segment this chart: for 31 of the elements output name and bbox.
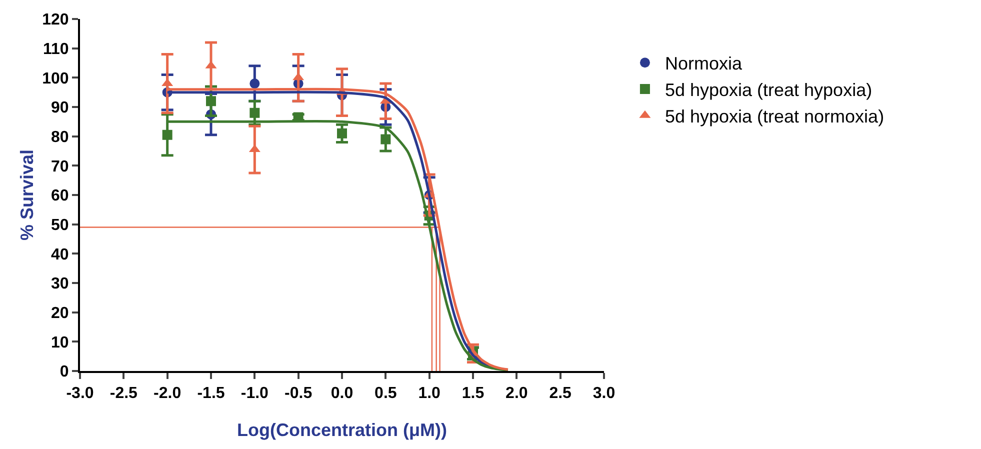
y-tick-label: 0 — [60, 364, 69, 381]
x-tick-label: 0.0 — [330, 385, 354, 402]
x-tick-label: -1.0 — [240, 385, 269, 402]
y-tick-label: 110 — [42, 40, 69, 58]
legend-label: 5d hypoxia (treat normoxia) — [664, 106, 884, 126]
y-tick-label: 50 — [51, 216, 69, 234]
y-tick-label: 100 — [42, 70, 69, 88]
x-tick-label: 1.0 — [418, 385, 441, 402]
y-tick-label: 80 — [51, 128, 69, 146]
x-axis-title: Log(Concentration (μM)) — [237, 420, 447, 440]
y-tick-label: 40 — [51, 246, 69, 264]
x-tick-label: -3.0 — [66, 385, 94, 402]
x-tick-label: 1.5 — [462, 385, 484, 402]
y-axis-title: % Survival — [17, 149, 37, 241]
x-tick-label: -2.5 — [110, 385, 138, 402]
legend-label: Normoxia — [664, 54, 743, 74]
x-tick-label: 0.5 — [374, 385, 397, 402]
y-tick-label: 30 — [51, 276, 69, 293]
y-tick-label: 90 — [51, 100, 69, 117]
x-tick-label: -0.5 — [284, 385, 312, 402]
legend-label: 5d hypoxia (treat hypoxia) — [664, 80, 872, 100]
y-tick-label: 120 — [42, 12, 69, 29]
x-tick-label: 3.0 — [592, 385, 616, 402]
y-tick-label: 20 — [51, 304, 69, 322]
x-tick-label: 2.0 — [506, 385, 528, 402]
y-tick-label: 70 — [51, 158, 69, 176]
x-tick-label: -2.0 — [154, 385, 182, 402]
x-tick-label: -1.5 — [197, 385, 225, 402]
x-tick-label: 2.5 — [549, 385, 572, 402]
y-tick-label: 60 — [51, 188, 69, 205]
y-tick-label: 10 — [51, 334, 69, 352]
